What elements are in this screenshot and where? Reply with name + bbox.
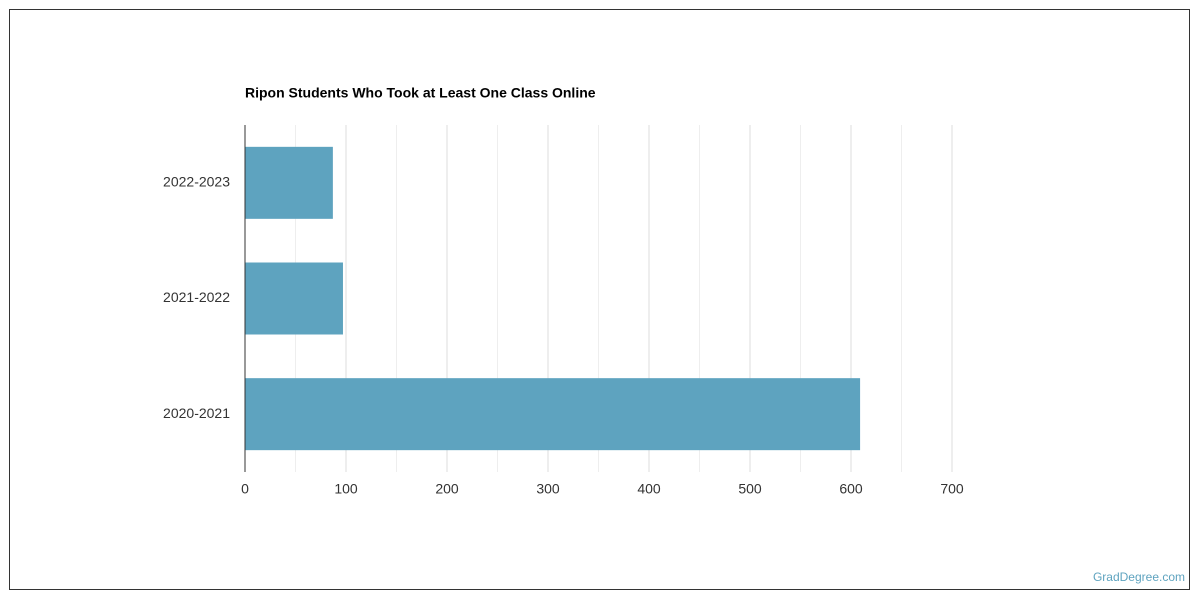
chart-title: Ripon Students Who Took at Least One Cla… xyxy=(245,85,596,101)
x-tick-label: 500 xyxy=(738,481,762,497)
x-tick-label: 300 xyxy=(536,481,560,497)
bar xyxy=(245,146,333,219)
bar xyxy=(245,378,861,451)
y-tick-label: 2021-2022 xyxy=(163,289,230,305)
bar xyxy=(245,262,343,335)
source-link[interactable]: GradDegree.com xyxy=(1093,570,1185,584)
x-tick-label: 600 xyxy=(839,481,863,497)
y-tick-label: 2022-2023 xyxy=(163,174,230,190)
x-tick-label: 100 xyxy=(334,481,358,497)
x-tick-label: 700 xyxy=(940,481,964,497)
x-tick-label: 400 xyxy=(637,481,661,497)
y-tick-label: 2020-2021 xyxy=(163,405,230,421)
x-tick-label: 200 xyxy=(435,481,459,497)
frame xyxy=(9,9,1190,590)
x-tick-label: 0 xyxy=(241,481,249,497)
